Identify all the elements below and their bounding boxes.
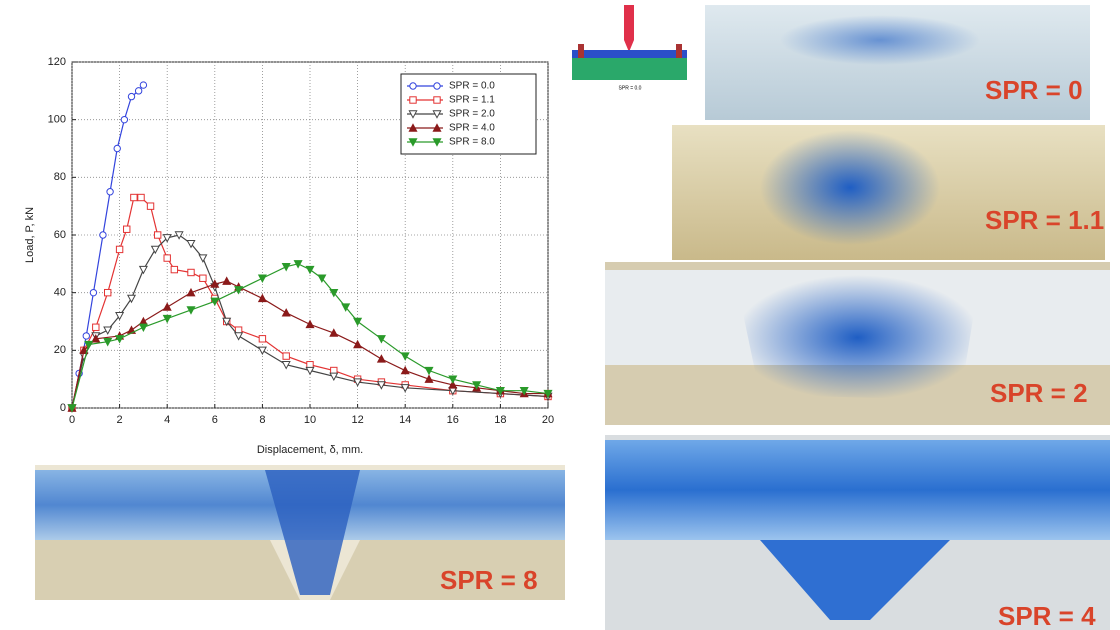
photo-spr-2: SPR = 2 (605, 262, 1110, 425)
marker (83, 333, 89, 339)
photo-label: SPR = 8 (440, 565, 538, 595)
marker (128, 93, 134, 99)
photo-spr-0: SPR = 0 (705, 5, 1090, 120)
photo-label: SPR = 2 (990, 378, 1088, 408)
marker (259, 336, 265, 342)
marker (107, 189, 113, 195)
marker (131, 194, 137, 200)
x-tick-label: 12 (351, 414, 363, 426)
x-tick-label: 14 (399, 414, 411, 426)
marker (138, 194, 144, 200)
legend-label: SPR = 4.0 (449, 123, 495, 134)
x-tick-label: 8 (259, 414, 265, 426)
marker (154, 232, 160, 238)
x-tick-label: 18 (494, 414, 506, 426)
y-tick-label: 60 (54, 229, 66, 241)
x-tick-label: 2 (117, 414, 123, 426)
legend-label: SPR = 0.0 (449, 81, 495, 92)
photo-label: SPR = 0 (985, 75, 1083, 105)
marker (100, 232, 106, 238)
y-tick-label: 100 (48, 114, 66, 126)
y-tick-label: 0 (60, 402, 66, 414)
marker (93, 324, 99, 330)
x-axis-label: Displacement, δ, mm. (257, 444, 363, 456)
x-tick-label: 6 (212, 414, 218, 426)
marker (188, 269, 194, 275)
photo-label: SPR = 4 (998, 601, 1096, 630)
marker (283, 353, 289, 359)
marker (140, 82, 146, 88)
figure: SPR = 8 SPR = 0.0 SPR = 0 SPR = 1.1 SPR … (0, 0, 1120, 630)
legend-marker (410, 83, 416, 89)
marker (114, 145, 120, 151)
legend-label: SPR = 2.0 (449, 109, 495, 120)
photo-spr-4: SPR = 4 (605, 435, 1110, 630)
schematic: SPR = 0.0 (572, 5, 687, 91)
marker (200, 275, 206, 281)
photo-label: SPR = 1.1 (985, 205, 1104, 235)
y-tick-label: 80 (54, 171, 66, 183)
marker (135, 88, 141, 94)
x-tick-label: 10 (304, 414, 316, 426)
x-tick-label: 16 (447, 414, 459, 426)
schematic-label: SPR = 0.0 (619, 85, 642, 91)
marker (105, 289, 111, 295)
y-tick-label: 120 (48, 56, 66, 68)
y-axis-label: Load, P, kN (24, 207, 36, 263)
chart: Displacement, δ, mm. Load, P, kN 0 2 4 6 8 10… (24, 56, 554, 456)
marker (164, 255, 170, 261)
legend-label: SPR = 1.1 (449, 95, 495, 106)
y-tick-label: 20 (54, 344, 66, 356)
photo-spr-8: SPR = 8 (35, 465, 565, 600)
marker (171, 266, 177, 272)
legend-label: SPR = 8.0 (449, 137, 495, 148)
marker (124, 226, 130, 232)
legend-marker (434, 83, 440, 89)
marker (116, 246, 122, 252)
marker (121, 116, 127, 122)
x-tick-label: 0 (69, 414, 75, 426)
marker (90, 289, 96, 295)
legend-marker (410, 97, 416, 103)
photo-spr-1-1: SPR = 1.1 (672, 125, 1105, 260)
y-tick-label: 40 (54, 287, 66, 299)
legend-marker (434, 97, 440, 103)
x-tick-label: 20 (542, 414, 554, 426)
marker (147, 203, 153, 209)
x-tick-label: 4 (164, 414, 170, 426)
